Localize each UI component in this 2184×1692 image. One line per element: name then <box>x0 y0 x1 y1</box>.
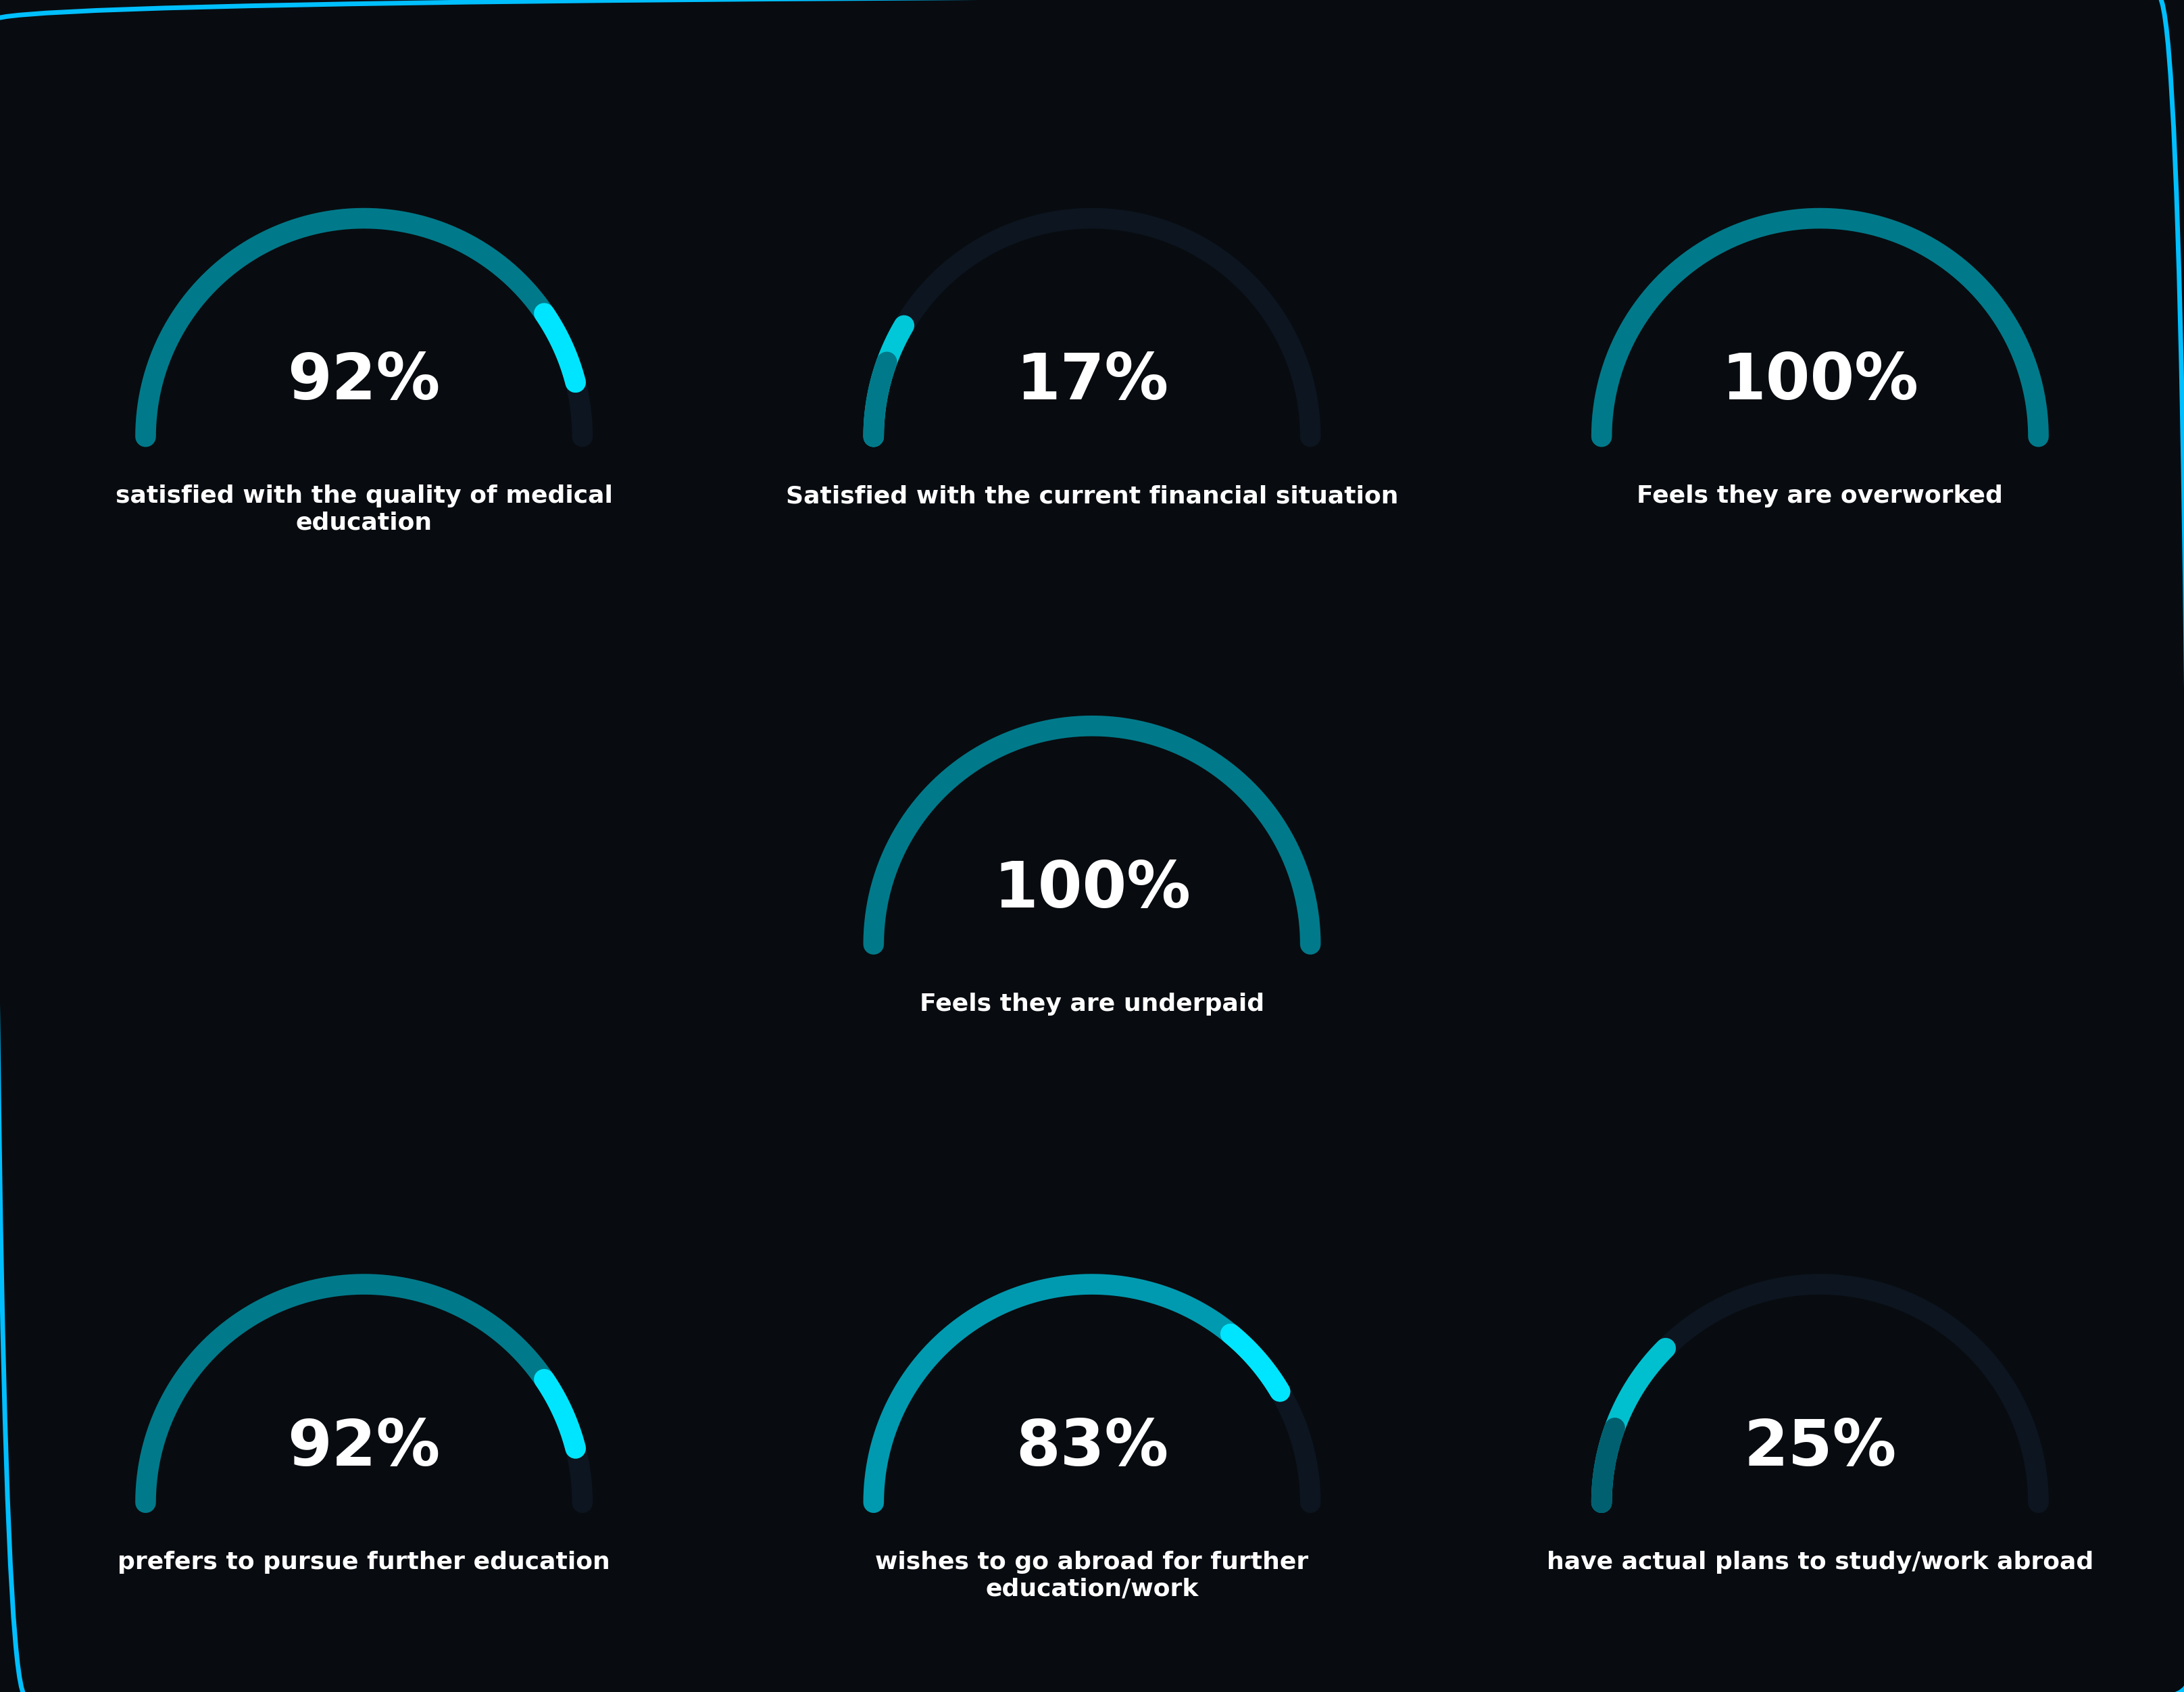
Text: Feels they are underpaid: Feels they are underpaid <box>919 992 1265 1015</box>
Text: 100%: 100% <box>994 858 1190 920</box>
Text: 100%: 100% <box>1721 350 1918 413</box>
Text: 25%: 25% <box>1743 1416 1896 1479</box>
Text: Satisfied with the current financial situation: Satisfied with the current financial sit… <box>786 484 1398 508</box>
Text: satisfied with the quality of medical
education: satisfied with the quality of medical ed… <box>116 484 614 535</box>
Text: wishes to go abroad for further
education/work: wishes to go abroad for further educatio… <box>876 1550 1308 1601</box>
Text: 17%: 17% <box>1016 350 1168 413</box>
Text: have actual plans to study/work abroad: have actual plans to study/work abroad <box>1546 1550 2094 1574</box>
Text: 92%: 92% <box>288 1416 441 1479</box>
Text: Feels they are overworked: Feels they are overworked <box>1638 484 2003 508</box>
Text: 83%: 83% <box>1016 1416 1168 1479</box>
Text: 92%: 92% <box>288 350 441 413</box>
Text: prefers to pursue further education: prefers to pursue further education <box>118 1550 609 1574</box>
